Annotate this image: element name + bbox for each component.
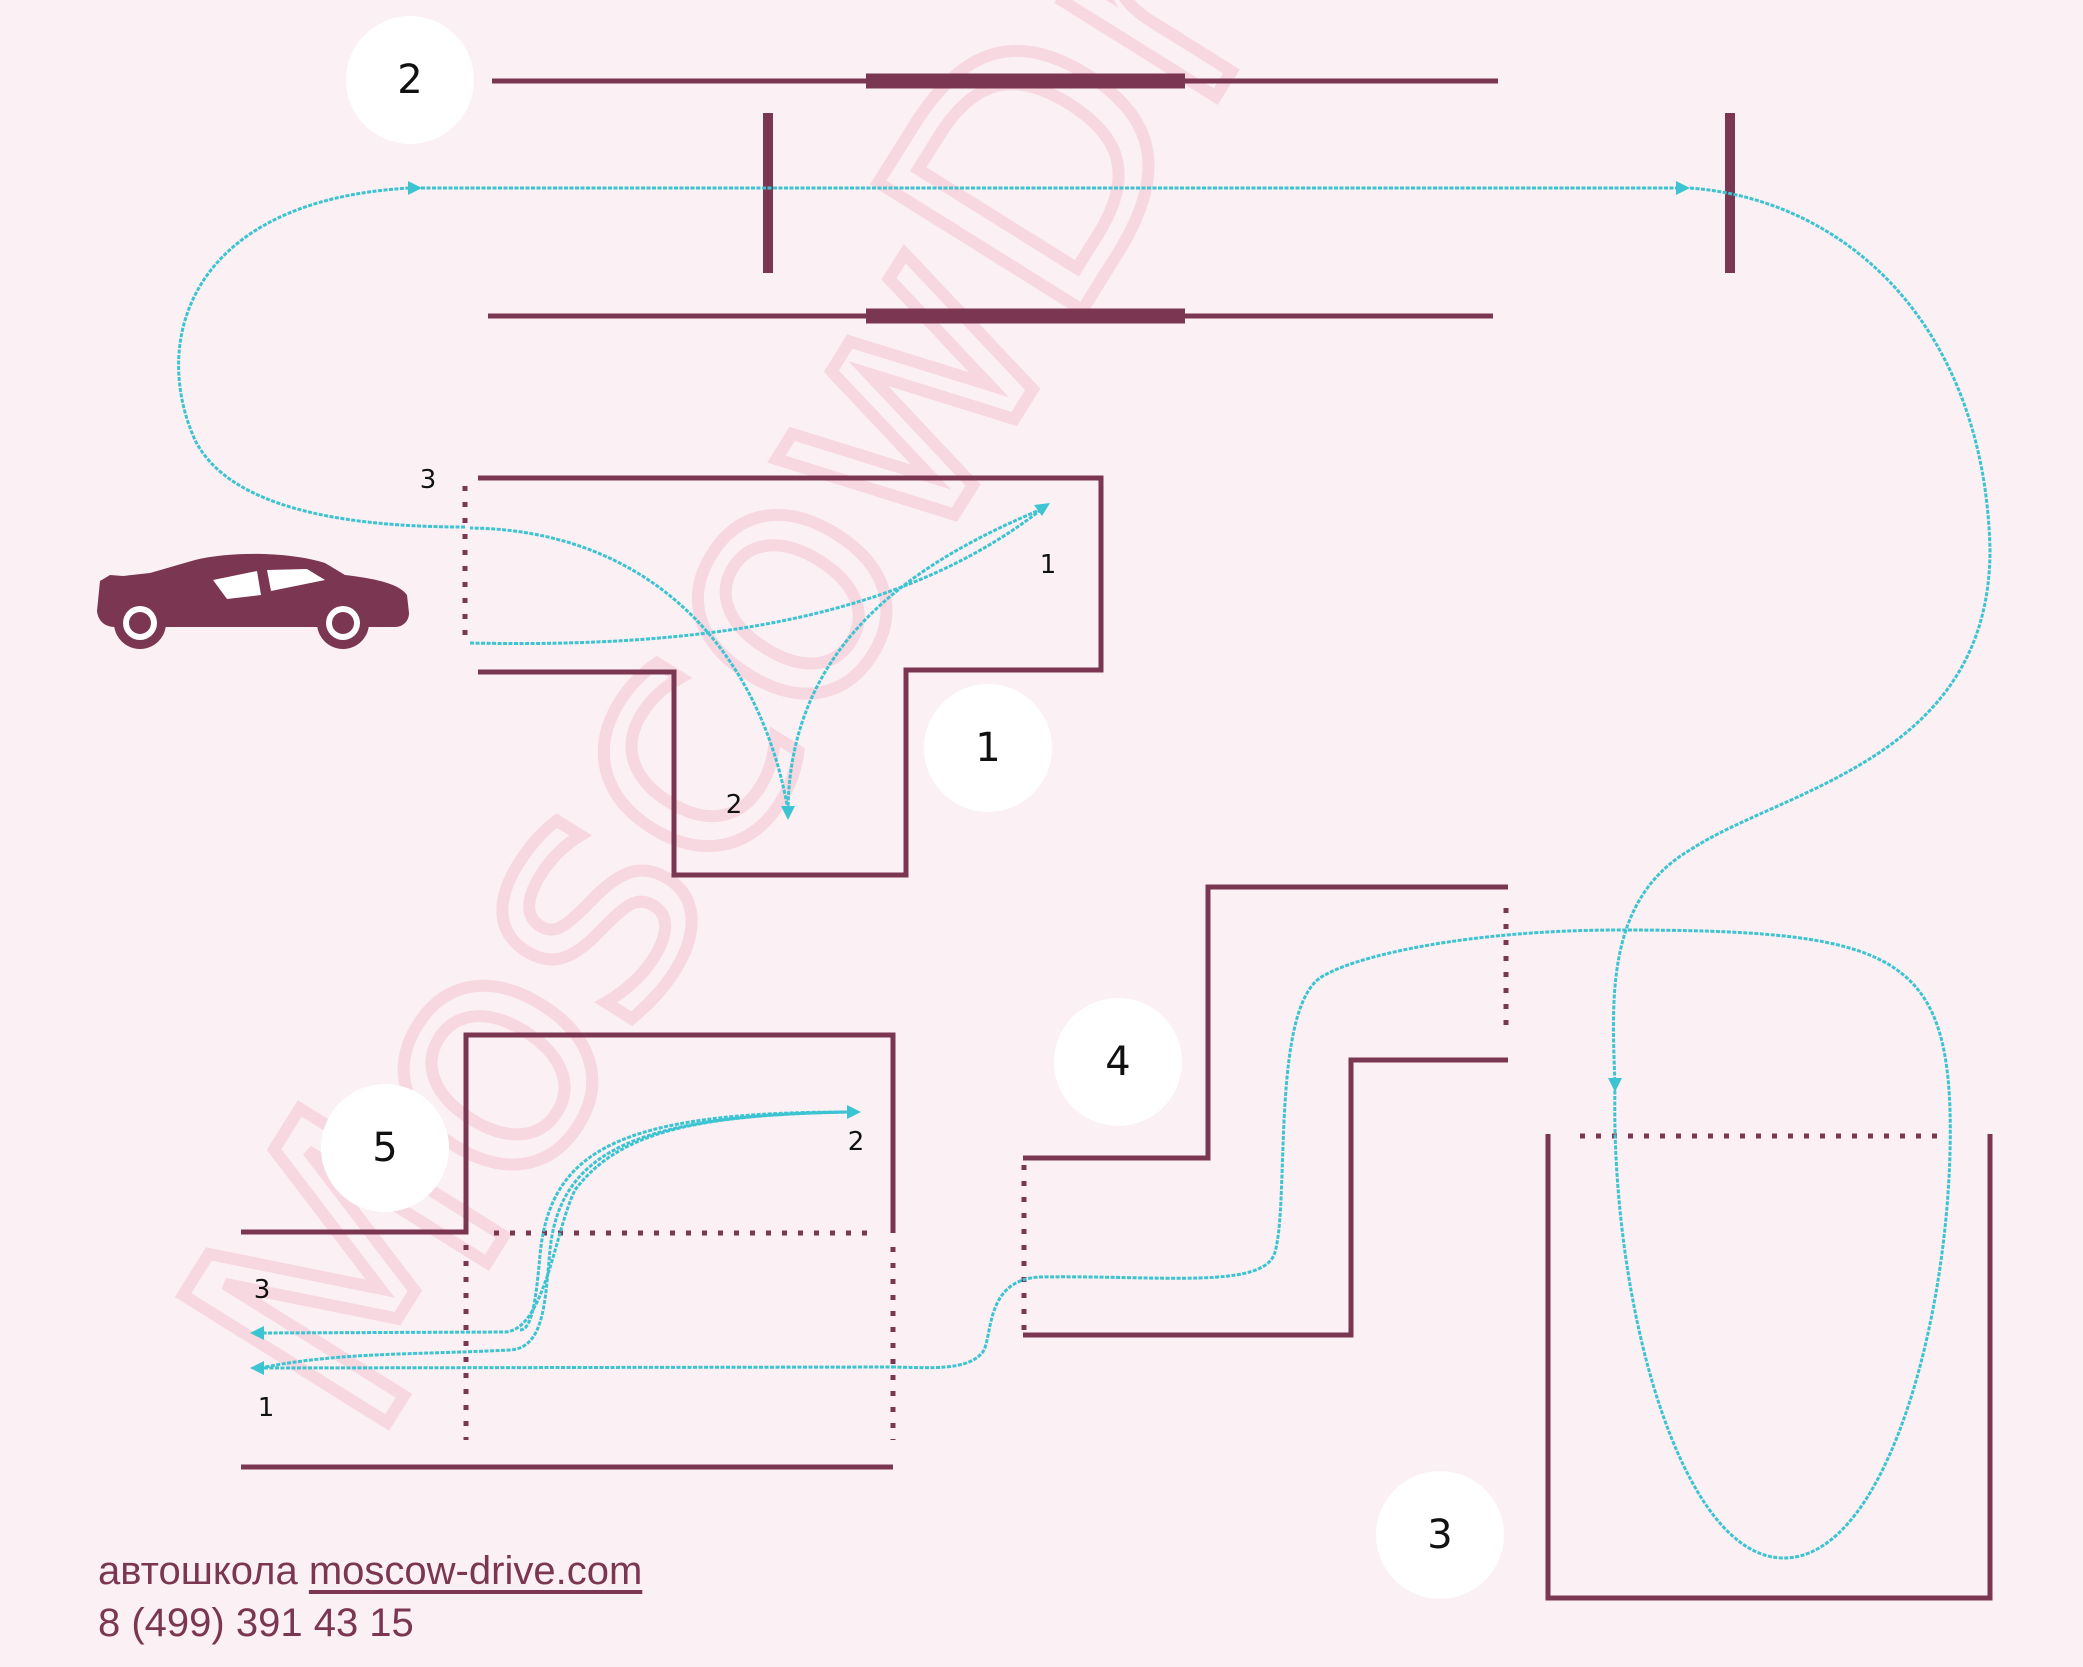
exercise-1-badge: 1 bbox=[924, 684, 1052, 812]
car-icon bbox=[97, 553, 409, 649]
footer: автошкола moscow-drive.com 8 (499) 391 4… bbox=[98, 1545, 642, 1649]
exercise-3-number: 3 bbox=[1427, 1512, 1452, 1558]
route-arrow bbox=[847, 1105, 861, 1119]
route-arrow bbox=[250, 1326, 264, 1340]
site-link[interactable]: moscow-drive.com bbox=[308, 1549, 643, 1593]
exercise-1-point-3: 3 bbox=[420, 465, 437, 495]
exercise-5-route-to-2-a bbox=[259, 1110, 851, 1370]
exercise-5-upper-boundary bbox=[241, 1032, 896, 1235]
exercise-5-point-3: 3 bbox=[254, 1275, 271, 1305]
route-to-exercise-2 bbox=[177, 186, 466, 529]
exercise-1-point-1: 1 bbox=[1040, 550, 1057, 580]
route-arrow bbox=[781, 806, 795, 820]
exercise-1-route-2-to-3 bbox=[469, 526, 790, 811]
exercise-5-area bbox=[241, 1032, 896, 1470]
exercise-1-point-2: 2 bbox=[726, 790, 743, 820]
route-paths bbox=[177, 181, 1992, 1560]
watermark: MoscowDrive bbox=[110, 0, 1597, 1491]
exercise-1-boundary bbox=[478, 475, 1104, 878]
route-arrow bbox=[408, 181, 422, 195]
route-arrow bbox=[1676, 181, 1690, 195]
school-label: автошкола bbox=[98, 1549, 298, 1593]
phone-number: 8 (499) 391 43 15 bbox=[98, 1601, 414, 1645]
exercise-2-badge: 2 bbox=[346, 16, 474, 144]
exercise-4-lower-boundary bbox=[1023, 1057, 1508, 1338]
route-to-exercise-3 bbox=[1611, 186, 1992, 1086]
exercise-5-route-entry bbox=[259, 1365, 896, 1370]
exercise-3-area bbox=[1545, 1133, 1993, 1601]
exercise-4-number: 4 bbox=[1105, 1039, 1130, 1085]
exercise-4-area bbox=[1021, 884, 1509, 1338]
exercise-3-boundary bbox=[1545, 1134, 1993, 1601]
route-arrow bbox=[250, 1361, 264, 1375]
exercise-1-route-1-to-2 bbox=[786, 507, 1043, 811]
exercise-5-point-1: 1 bbox=[258, 1393, 275, 1423]
exercise-5-number: 5 bbox=[372, 1125, 397, 1171]
exercise-4-upper-boundary bbox=[1023, 884, 1508, 1161]
exercise-5-badge: 5 bbox=[321, 1084, 449, 1212]
exercise-5-route-to-3 bbox=[259, 1110, 851, 1335]
exercise-4-badge: 4 bbox=[1054, 998, 1182, 1126]
exercise-2-number: 2 bbox=[397, 57, 422, 103]
exercise-1-area bbox=[462, 475, 1104, 878]
exercise-5-point-2: 2 bbox=[848, 1127, 865, 1157]
exercise-3-badge: 3 bbox=[1376, 1471, 1504, 1599]
footer-line-school: автошкола moscow-drive.com bbox=[98, 1545, 642, 1597]
exercise-1-number: 1 bbox=[975, 725, 1000, 771]
exercise-1-route-to-1 bbox=[469, 507, 1043, 646]
exercise-3-loop-route bbox=[894, 928, 1952, 1560]
